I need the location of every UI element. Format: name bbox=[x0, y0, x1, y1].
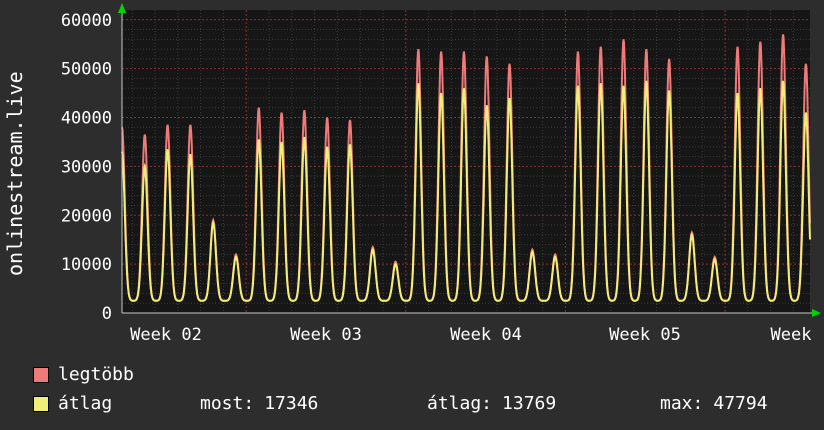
stat-most-label: most: bbox=[200, 393, 255, 414]
x-tick-label: Week bbox=[771, 325, 812, 345]
y-tick-label: 50000 bbox=[61, 60, 112, 80]
y-tick-label: 30000 bbox=[61, 157, 112, 177]
x-tick-label: Week 05 bbox=[609, 325, 681, 345]
legend-swatch-legtobb bbox=[33, 367, 49, 383]
y-tick-label: 10000 bbox=[61, 255, 112, 275]
chart-plot: 0 10000 20000 30000 40000 50000 60000 Week 02 We… bbox=[61, 3, 821, 345]
y-tick-label: 20000 bbox=[61, 206, 112, 226]
legend-label-atlag: átlag bbox=[58, 393, 113, 414]
stat-most-value: 17346 bbox=[264, 393, 319, 414]
stat-atlag: átlag: 13769 bbox=[427, 393, 556, 414]
y-tick-label: 40000 bbox=[61, 109, 112, 129]
y-tick-label: 60000 bbox=[61, 11, 112, 31]
gridlines bbox=[122, 10, 810, 313]
stat-atlag-label: átlag: bbox=[427, 393, 493, 414]
stat-max: max: 47794 bbox=[660, 393, 768, 414]
y-tick-label: 0 bbox=[102, 304, 112, 324]
legend-swatch-atlag bbox=[33, 396, 49, 412]
y-axis-arrow-icon bbox=[118, 3, 126, 13]
x-axis-arrow-icon bbox=[812, 309, 821, 317]
stat-most: most: 17346 bbox=[200, 393, 318, 414]
stat-atlag-value: 13769 bbox=[502, 393, 557, 414]
stat-max-value: 47794 bbox=[713, 393, 768, 414]
axis-tick-labels: 0 10000 20000 30000 40000 50000 60000 Week 02 We… bbox=[61, 11, 812, 345]
legend-label-legtobb: legtöbb bbox=[58, 364, 134, 385]
x-tick-label: Week 04 bbox=[450, 325, 522, 345]
legend: legtöbb átlag most: 17346 átlag: 13769 max… bbox=[0, 352, 824, 430]
series-line-átlag bbox=[121, 80, 811, 302]
stat-max-label: max: bbox=[660, 393, 704, 414]
x-tick-label: Week 03 bbox=[290, 325, 362, 345]
x-tick-label: Week 02 bbox=[130, 325, 202, 345]
